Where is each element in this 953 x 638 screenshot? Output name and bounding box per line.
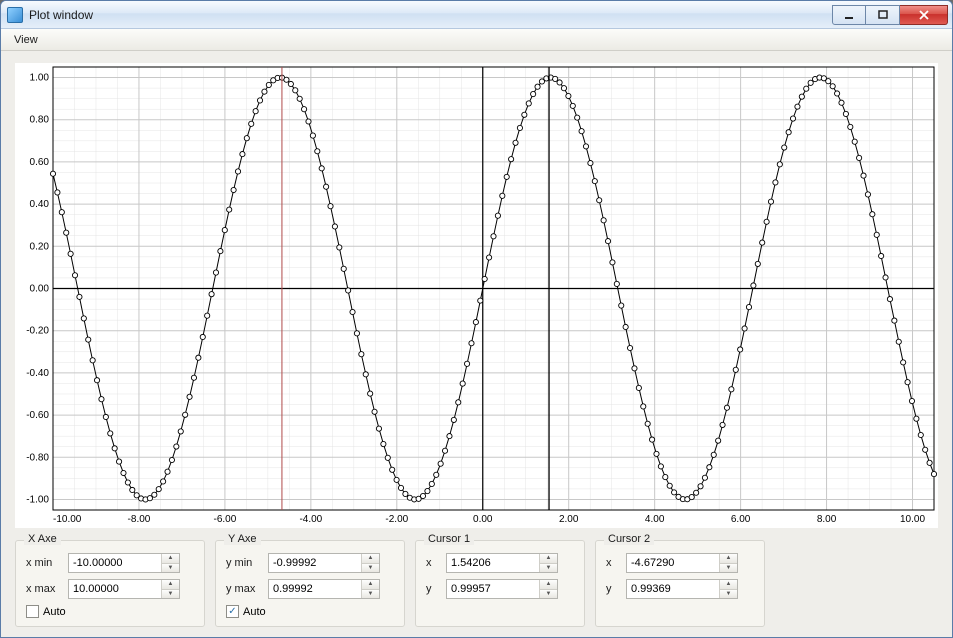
cursor1-x-step-down[interactable]: ▼ [540,564,557,573]
svg-text:2.00: 2.00 [559,514,579,525]
menubar: View [1,29,952,51]
svg-text:10.00: 10.00 [900,514,925,525]
cursor2-y-input[interactable] [627,580,719,598]
xmin-label: x min [26,557,62,569]
svg-text:-6.00: -6.00 [214,514,237,525]
xmin-step-down[interactable]: ▼ [162,564,179,573]
menu-view[interactable]: View [5,31,47,49]
ymax-step-down[interactable]: ▼ [362,590,379,599]
group-x-axis: X Axe x min ▲▼ x max ▲▼ [15,540,205,627]
svg-text:0.00: 0.00 [473,514,493,525]
xmax-step-down[interactable]: ▼ [162,590,179,599]
svg-text:-1.00: -1.00 [26,494,49,505]
group-cursor2-title: Cursor 2 [604,533,654,545]
svg-text:-0.40: -0.40 [26,368,49,379]
plot-area[interactable]: -10.00 -8.00 -6.00 -4.00 -2.00 0.00 2.00 4.00 6.… [15,63,938,528]
close-button[interactable] [900,5,948,25]
svg-text:-0.20: -0.20 [26,326,49,337]
svg-text:0.20: 0.20 [30,241,50,252]
cursor2-x-spinbox[interactable]: ▲▼ [626,553,738,573]
cursor1-x-step-up[interactable]: ▲ [540,554,557,564]
titlebar[interactable]: Plot window [1,1,952,29]
group-x-axis-title: X Axe [24,533,61,545]
group-y-axis: Y Axe y min ▲▼ y max ▲▼ ✓ [215,540,405,627]
svg-text:0.00: 0.00 [30,284,50,295]
svg-text:4.00: 4.00 [645,514,665,525]
minimize-button[interactable] [832,5,866,25]
cursor2-y-label: y [606,583,620,595]
cursor2-x-step-up[interactable]: ▲ [720,554,737,564]
app-icon [7,7,23,23]
yauto-label: Auto [243,606,266,618]
cursor1-x-label: x [426,557,440,569]
cursor1-y-label: y [426,583,440,595]
svg-text:-10.00: -10.00 [53,514,82,525]
cursor2-y-step-down[interactable]: ▼ [720,590,737,599]
svg-text:6.00: 6.00 [731,514,751,525]
xmin-step-up[interactable]: ▲ [162,554,179,564]
cursor1-y-step-down[interactable]: ▼ [540,590,557,599]
window-controls [832,5,948,25]
xauto-checkbox[interactable] [26,605,39,618]
cursor1-y-step-up[interactable]: ▲ [540,580,557,590]
plot-canvas: -10.00 -8.00 -6.00 -4.00 -2.00 0.00 2.00 4.00 6.… [15,63,938,528]
group-cursor1-title: Cursor 1 [424,533,474,545]
cursor2-x-input[interactable] [627,554,719,572]
group-cursor1: Cursor 1 x ▲▼ y ▲▼ [415,540,585,627]
xmax-label: x max [26,583,62,595]
ymax-step-up[interactable]: ▲ [362,580,379,590]
svg-text:-4.00: -4.00 [299,514,322,525]
svg-text:-2.00: -2.00 [385,514,408,525]
ymin-step-up[interactable]: ▲ [362,554,379,564]
ymin-spinbox[interactable]: ▲▼ [268,553,380,573]
cursor2-x-label: x [606,557,620,569]
cursor2-x-step-down[interactable]: ▼ [720,564,737,573]
cursor1-y-spinbox[interactable]: ▲▼ [446,579,558,599]
ymax-label: y max [226,583,262,595]
ymax-input[interactable] [269,580,361,598]
cursor1-y-input[interactable] [447,580,539,598]
cursor1-x-spinbox[interactable]: ▲▼ [446,553,558,573]
xmax-step-up[interactable]: ▲ [162,580,179,590]
svg-text:0.80: 0.80 [30,115,50,126]
window-title: Plot window [29,8,93,22]
content-area: -10.00 -8.00 -6.00 -4.00 -2.00 0.00 2.00 4.00 6.… [1,51,952,637]
cursor2-y-spinbox[interactable]: ▲▼ [626,579,738,599]
app-window: Plot window View -10.00 -8.00 -6.00 -4.00 -2… [0,0,953,638]
xmin-spinbox[interactable]: ▲▼ [68,553,180,573]
ymax-spinbox[interactable]: ▲▼ [268,579,380,599]
xmax-input[interactable] [69,580,161,598]
svg-text:1.00: 1.00 [30,73,50,84]
svg-text:8.00: 8.00 [817,514,837,525]
maximize-button[interactable] [866,5,900,25]
xmax-spinbox[interactable]: ▲▼ [68,579,180,599]
ymin-input[interactable] [269,554,361,572]
svg-text:0.60: 0.60 [30,157,50,168]
xmin-input[interactable] [69,554,161,572]
cursor2-y-step-up[interactable]: ▲ [720,580,737,590]
svg-text:-8.00: -8.00 [128,514,151,525]
cursor1-x-input[interactable] [447,554,539,572]
group-y-axis-title: Y Axe [224,533,261,545]
ymin-label: y min [226,557,262,569]
group-cursor2: Cursor 2 x ▲▼ y ▲▼ [595,540,765,627]
ymin-step-down[interactable]: ▼ [362,564,379,573]
control-groups: X Axe x min ▲▼ x max ▲▼ [15,540,938,627]
xauto-label: Auto [43,606,66,618]
svg-text:-0.60: -0.60 [26,410,49,421]
svg-text:-0.80: -0.80 [26,452,49,463]
yauto-checkbox[interactable]: ✓ [226,605,239,618]
svg-text:0.40: 0.40 [30,199,50,210]
